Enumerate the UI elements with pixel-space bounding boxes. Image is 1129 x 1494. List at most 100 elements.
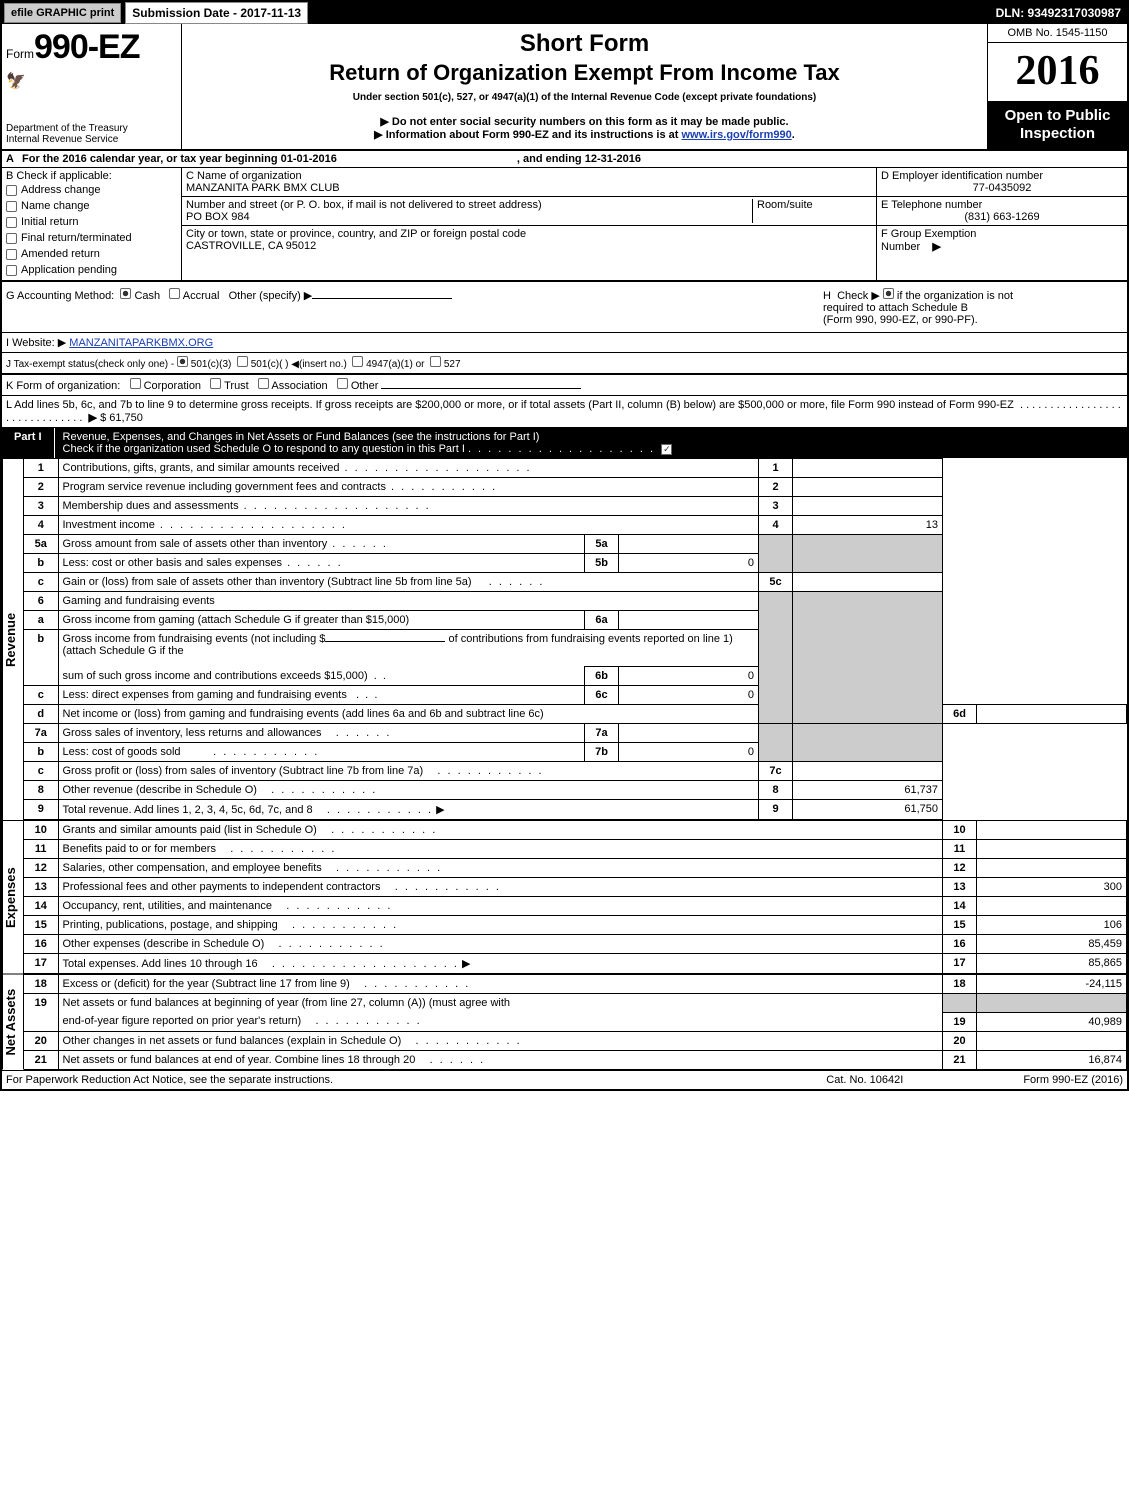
netassets-grid: Net Assets 18Excess or (deficit) for the… xyxy=(2,974,1127,1070)
f-arrow: ▶ xyxy=(932,241,940,253)
efile-print-button[interactable]: efile GRAPHIC print xyxy=(4,3,121,23)
opt-address-change: Address change xyxy=(21,184,101,196)
r17-txt: Total expenses. xyxy=(63,958,139,970)
r17-val: 85,865 xyxy=(977,954,1127,974)
r4-val: 13 xyxy=(793,516,943,535)
j-label: J Tax-exempt status xyxy=(6,359,95,370)
chk-name-change[interactable] xyxy=(6,201,17,212)
label-b: B xyxy=(6,170,13,182)
chk-association[interactable] xyxy=(258,378,269,389)
revenue-grid: Revenue 1Contributions, gifts, grants, a… xyxy=(2,458,1127,820)
row-8: 8Other revenue (describe in Schedule O) … xyxy=(24,781,1127,800)
r9-txt2: Add lines 1, 2, 3, 4, 5c, 6d, 7c, and 8 xyxy=(132,804,313,816)
row-14: 14Occupancy, rent, utilities, and mainte… xyxy=(24,897,1127,916)
r7b-val: 0 xyxy=(619,743,759,762)
part1-title: Revenue, Expenses, and Changes in Net As… xyxy=(63,431,390,443)
expenses-table: 10Grants and similar amounts paid (list … xyxy=(24,820,1127,974)
label-a: A xyxy=(6,153,22,165)
l-arrow: ▶ xyxy=(89,412,97,424)
block-bcdef: B Check if applicable: Address change Na… xyxy=(2,168,1127,282)
opt-final-return: Final return/terminated xyxy=(21,232,132,244)
part1-dots xyxy=(468,443,655,455)
chk-4947[interactable] xyxy=(352,356,363,367)
chk-cash[interactable] xyxy=(120,288,131,299)
chk-accrual[interactable] xyxy=(169,288,180,299)
line-a-text2: , and ending 12-31-2016 xyxy=(517,153,641,165)
line-a-text1: For the 2016 calendar year, or tax year … xyxy=(22,153,337,165)
chk-schedule-o[interactable] xyxy=(661,444,672,455)
r5c-txt: Gain or (loss) from sale of assets other… xyxy=(63,576,472,588)
org-name: MANZANITA PARK BMX CLUB xyxy=(186,182,872,194)
irs-link[interactable]: www.irs.gov/form990 xyxy=(682,129,792,141)
line-j: J Tax-exempt status(check only one) - 50… xyxy=(2,353,1127,375)
row-5a: 5aGross amount from sale of assets other… xyxy=(24,535,1127,554)
e-label: E Telephone number xyxy=(881,199,1123,211)
g-other: Other (specify) ▶ xyxy=(229,290,313,302)
section-h: H Check ▶ if the organization is not req… xyxy=(823,288,1123,326)
row-6b-3: sum of such gross income and contributio… xyxy=(24,667,1127,686)
row-9: 9Total revenue. Add lines 1, 2, 3, 4, 5c… xyxy=(24,800,1127,820)
r21-val: 16,874 xyxy=(977,1050,1127,1069)
k-label: K xyxy=(6,380,13,392)
r6b-txt3: sum of such gross income and contributio… xyxy=(63,670,368,682)
under-section: Under section 501(c), 527, or 4947(a)(1)… xyxy=(198,92,971,103)
chk-address-change[interactable] xyxy=(6,185,17,196)
row-20: 20Other changes in net assets or fund ba… xyxy=(24,1031,1127,1050)
footer-left: For Paperwork Reduction Act Notice, see … xyxy=(6,1074,333,1086)
k-other-line[interactable] xyxy=(381,388,581,389)
revenue-table: 1Contributions, gifts, grants, and simil… xyxy=(24,458,1127,820)
chk-initial-return[interactable] xyxy=(6,217,17,228)
r5a-txt: Gross amount from sale of assets other t… xyxy=(63,538,328,550)
i-label: I Website: ▶ xyxy=(6,337,66,349)
row-10: 10Grants and similar amounts paid (list … xyxy=(24,821,1127,840)
chk-501c[interactable] xyxy=(237,356,248,367)
r3-txt: Membership dues and assessments xyxy=(63,500,239,512)
row-13: 13Professional fees and other payments t… xyxy=(24,878,1127,897)
g-accrual: Accrual xyxy=(183,290,220,302)
r7c-txt: Gross profit or (loss) from sales of inv… xyxy=(63,765,424,777)
label-h: H xyxy=(823,290,831,302)
chk-corporation[interactable] xyxy=(130,378,141,389)
c-city-label: City or town, state or province, country… xyxy=(186,228,872,240)
row-12: 12Salaries, other compensation, and empl… xyxy=(24,859,1127,878)
label-c: C xyxy=(186,170,194,182)
chk-527[interactable] xyxy=(430,356,441,367)
j-o2b: ◀(insert no.) xyxy=(291,359,346,370)
chk-final-return[interactable] xyxy=(6,233,17,244)
tax-year: 2016 xyxy=(988,43,1127,101)
r19-txt: Net assets or fund balances at beginning… xyxy=(63,997,511,1009)
r6c-txt: Less: direct expenses from gaming and fu… xyxy=(63,689,347,701)
r14-txt: Occupancy, rent, utilities, and maintena… xyxy=(63,900,273,912)
dept-treasury: Department of the Treasury xyxy=(6,123,177,134)
block-gh: G Accounting Method: Cash Accrual Other … xyxy=(2,282,1127,333)
k-o3: Association xyxy=(271,380,327,392)
r6b-amount-line[interactable] xyxy=(325,641,445,642)
r7b-txt: Less: cost of goods sold xyxy=(63,746,181,758)
r12-txt: Salaries, other compensation, and employ… xyxy=(63,862,322,874)
j-o4: 527 xyxy=(444,359,461,370)
c-name-label: Name of organization xyxy=(197,170,302,182)
h-text2: if the organization is xyxy=(897,290,998,302)
open-to-public: Open to Public Inspection xyxy=(988,101,1127,149)
r7a-txt: Gross sales of inventory, less returns a… xyxy=(63,727,322,739)
website-link[interactable]: MANZANITAPARKBMX.ORG xyxy=(69,337,213,349)
header-right: OMB No. 1545-1150 2016 Open to Public In… xyxy=(987,24,1127,149)
r6d-txt: Net income or (loss) from gaming and fun… xyxy=(63,708,544,720)
chk-amended-return[interactable] xyxy=(6,249,17,260)
chk-h[interactable] xyxy=(883,288,894,299)
k-text: Form of organization: xyxy=(16,380,120,392)
r4-txt: Investment income xyxy=(63,519,155,531)
row-5c: cGain or (loss) from sale of assets othe… xyxy=(24,573,1127,592)
r8-txt: Other revenue (describe in Schedule O) xyxy=(63,784,257,796)
chk-other-org[interactable] xyxy=(337,378,348,389)
chk-application-pending[interactable] xyxy=(6,265,17,276)
line-k: K Form of organization: Corporation Trus… xyxy=(2,375,1127,396)
r18-txt: Excess or (deficit) for the year (Subtra… xyxy=(63,978,350,990)
g-other-line[interactable] xyxy=(312,298,452,299)
chk-trust[interactable] xyxy=(210,378,221,389)
row-16: 16Other expenses (describe in Schedule O… xyxy=(24,935,1127,954)
g-cash: Cash xyxy=(134,290,160,302)
chk-501c3[interactable] xyxy=(177,356,188,367)
form-number: 990-EZ xyxy=(34,28,140,66)
irs-eagle-icon: 🦅 xyxy=(6,71,177,91)
